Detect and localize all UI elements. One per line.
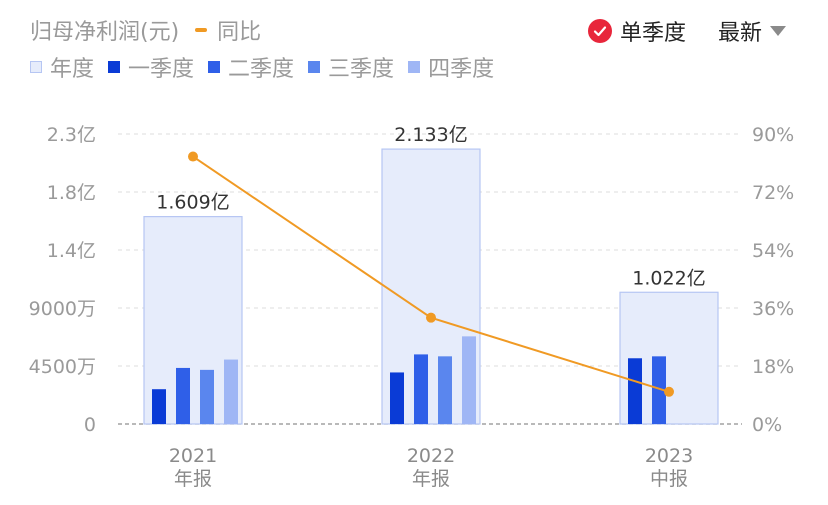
chart-title: 归母净利润(元) [30, 20, 180, 45]
y-left-tick-label: 4500万 [29, 356, 96, 378]
quarter-bar-q3 [200, 369, 214, 424]
quarter-bar-q1 [390, 372, 404, 424]
annual-value-label: 1.022亿 [632, 267, 705, 289]
single-quarter-label: 单季度 [620, 21, 687, 46]
x-tick-year: 2022 [407, 445, 455, 467]
y-left-tick-label: 1.8亿 [47, 182, 96, 204]
legend-swatch-annual [30, 61, 42, 73]
legend-item-annual[interactable]: 年度 [30, 51, 94, 83]
y-right-tick-label: 18% [752, 356, 794, 378]
legend-label-annual: 年度 [50, 57, 95, 82]
legend-label-q2: 二季度 [228, 57, 295, 82]
sort-dropdown-label: 最新 [718, 21, 763, 46]
x-tick-period: 年报 [412, 468, 450, 490]
y-left-tick-label: 1.4亿 [47, 240, 96, 262]
x-tick-period: 年报 [174, 468, 212, 490]
y-left-tick-label: 9000万 [29, 298, 96, 320]
chart-legend: 年度 一季度 二季度 三季度 四季度 [30, 52, 508, 82]
legend-swatch-q2 [208, 61, 221, 73]
chart-header: 归母净利润(元) 同比 [30, 14, 261, 46]
legend-item-q1[interactable]: 一季度 [108, 51, 194, 83]
sort-dropdown[interactable]: 最新 [718, 15, 787, 47]
yoy-legend-marker [195, 28, 208, 32]
legend-swatch-q4 [408, 61, 421, 73]
y-right-tick-label: 0% [752, 414, 782, 436]
annual-value-label: 2.133亿 [394, 124, 467, 146]
x-tick-year: 2021 [169, 445, 217, 467]
yoy-point [664, 386, 674, 397]
yoy-point [188, 151, 198, 162]
y-right-tick-label: 54% [752, 240, 794, 262]
annual-value-label: 1.609亿 [156, 192, 229, 214]
x-tick-year: 2023 [645, 445, 693, 467]
legend-swatch-q3 [308, 61, 321, 73]
legend-swatch-q1 [108, 61, 121, 73]
quarter-bar-q4 [462, 336, 476, 424]
legend-item-q2[interactable]: 二季度 [208, 51, 294, 83]
caret-down-icon [770, 26, 787, 36]
quarter-bar-q3 [438, 356, 452, 424]
quarter-bar-q1 [628, 358, 642, 424]
y-left-tick-label: 2.3亿 [47, 124, 96, 146]
y-right-tick-label: 72% [752, 182, 794, 204]
quarter-bar-q2 [414, 354, 428, 424]
y-right-tick-label: 90% [752, 124, 794, 146]
legend-label-q1: 一季度 [128, 57, 195, 82]
quarter-bar-q1 [152, 389, 166, 424]
legend-item-q3[interactable]: 三季度 [308, 51, 394, 83]
y-left-tick-label: 0 [84, 414, 96, 436]
quarter-bar-q2 [652, 356, 666, 424]
x-tick-period: 中报 [650, 468, 688, 490]
legend-item-q4[interactable]: 四季度 [408, 51, 494, 83]
quarter-bar-q2 [176, 367, 190, 424]
yoy-legend-label: 同比 [217, 20, 262, 45]
yoy-point [426, 312, 436, 323]
y-right-tick-label: 36% [752, 298, 794, 320]
legend-label-q4: 四季度 [428, 57, 495, 82]
quarter-bar-q4 [224, 359, 238, 424]
legend-label-q3: 三季度 [328, 57, 395, 82]
check-icon [588, 19, 612, 43]
single-quarter-toggle[interactable]: 单季度 [588, 15, 686, 47]
